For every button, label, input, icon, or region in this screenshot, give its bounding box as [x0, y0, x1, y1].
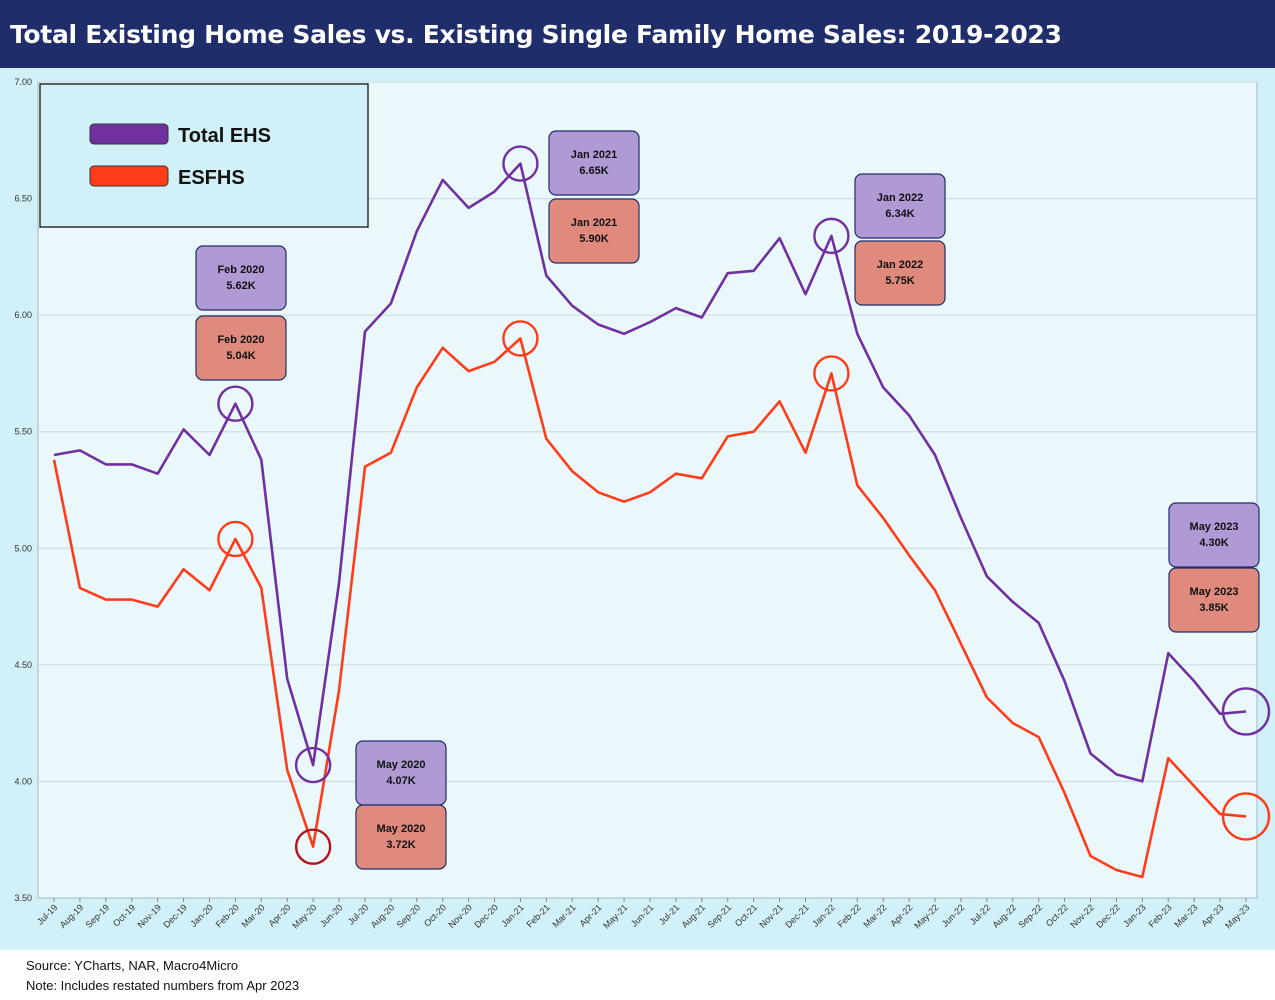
- annotation-date: Jan 2021: [571, 217, 617, 229]
- highlight-circle: [502, 320, 539, 357]
- annotation-background: [1168, 502, 1260, 568]
- highlight-circle: [813, 217, 850, 255]
- annotation-box: Jan 2022 5.75K: [854, 240, 946, 306]
- annotation-value: 4.30K: [1199, 537, 1228, 549]
- annotation-date: Feb 2020: [217, 264, 264, 276]
- legend-label: Total EHS: [178, 125, 271, 147]
- annotation-value: 5.75K: [885, 275, 914, 287]
- annotation-background: [854, 240, 946, 306]
- annotation-box: Jan 2021 6.65K: [548, 130, 640, 196]
- highlight-circle: [217, 385, 254, 422]
- y-tick-label: 4.50: [14, 660, 32, 670]
- footer: Source: YCharts, NAR, Macro4Micro Note: …: [0, 950, 1275, 1000]
- highlight-circle: [1221, 687, 1271, 736]
- annotation-background: [548, 130, 640, 196]
- annotation-background: [195, 315, 287, 381]
- y-tick-label: 7.00: [14, 77, 32, 87]
- annotation-value: 6.34K: [885, 208, 914, 220]
- legend: Total EHS ESFHS: [39, 83, 369, 228]
- highlight-circle: [294, 746, 332, 784]
- annotation-box: May 2023 4.30K: [1168, 502, 1260, 568]
- title-bar: Total Existing Home Sales vs. Existing S…: [0, 0, 1275, 68]
- y-tick-label: 5.00: [14, 543, 32, 553]
- legend-swatch: [89, 165, 169, 187]
- annotation-date: Jan 2022: [877, 259, 923, 271]
- annotation-background: [195, 245, 287, 311]
- annotation-date: May 2020: [377, 823, 426, 835]
- highlight-circle: [294, 828, 332, 865]
- restatement-note: Note: Includes restated numbers from Apr…: [26, 978, 300, 993]
- annotation-date: Jan 2021: [571, 149, 617, 161]
- annotation-box: May 2020 4.07K: [355, 740, 447, 806]
- annotation-background: [355, 804, 447, 870]
- annotation-box: Jan 2021 5.90K: [548, 198, 640, 264]
- y-tick-label: 6.50: [14, 194, 32, 204]
- series-line-total-ehs: [53, 162, 1247, 783]
- annotation-box: Jan 2022 6.34K: [854, 173, 946, 239]
- y-tick-label: 6.00: [14, 310, 32, 320]
- highlight-circle: [217, 520, 254, 558]
- series-line-esfhs: [52, 337, 1247, 879]
- legend-label: ESFHS: [178, 167, 245, 189]
- legend-box: [39, 83, 369, 228]
- highlight-circle: [813, 355, 850, 392]
- highlight-circle: [502, 145, 539, 182]
- legend-swatch: [89, 123, 169, 145]
- annotation-value: 6.65K: [579, 165, 608, 177]
- annotation-value: 5.04K: [226, 350, 255, 362]
- annotation-box: May 2020 3.72K: [355, 804, 447, 870]
- annotation-date: Jan 2022: [877, 192, 923, 204]
- line-chart: 3.504.004.505.005.506.006.507.00Jul-19Au…: [0, 68, 1275, 950]
- annotation-date: May 2020: [377, 759, 426, 771]
- annotation-box: Feb 2020 5.04K: [195, 315, 287, 381]
- source-note: Source: YCharts, NAR, Macro4Micro: [26, 958, 239, 973]
- annotation-box: Feb 2020 5.62K: [195, 245, 287, 311]
- y-tick-label: 3.50: [14, 893, 32, 903]
- chart-frame: 3.50 4.00 4.50 5.00 5.50 6.00 6.50 7.00 Jul-19 Au…: [0, 68, 1275, 950]
- annotation-value: 3.72K: [386, 839, 415, 851]
- annotation-date: May 2023: [1190, 586, 1239, 598]
- y-tick-label: 4.00: [14, 776, 32, 786]
- annotation-box: May 2023 3.85K: [1168, 567, 1260, 633]
- annotation-background: [355, 740, 447, 806]
- annotation-date: May 2023: [1190, 521, 1239, 533]
- annotation-date: Feb 2020: [217, 334, 264, 346]
- annotation-value: 5.62K: [226, 280, 255, 292]
- annotation-background: [1168, 567, 1260, 633]
- highlight-circle: [1221, 792, 1271, 841]
- annotation-value: 3.85K: [1199, 602, 1228, 614]
- annotation-background: [854, 173, 946, 239]
- annotation-value: 5.90K: [579, 233, 608, 245]
- chart-title: Total Existing Home Sales vs. Existing S…: [10, 19, 1062, 49]
- y-tick-label: 5.50: [14, 427, 32, 437]
- annotation-value: 4.07K: [386, 775, 415, 787]
- annotation-background: [548, 198, 640, 264]
